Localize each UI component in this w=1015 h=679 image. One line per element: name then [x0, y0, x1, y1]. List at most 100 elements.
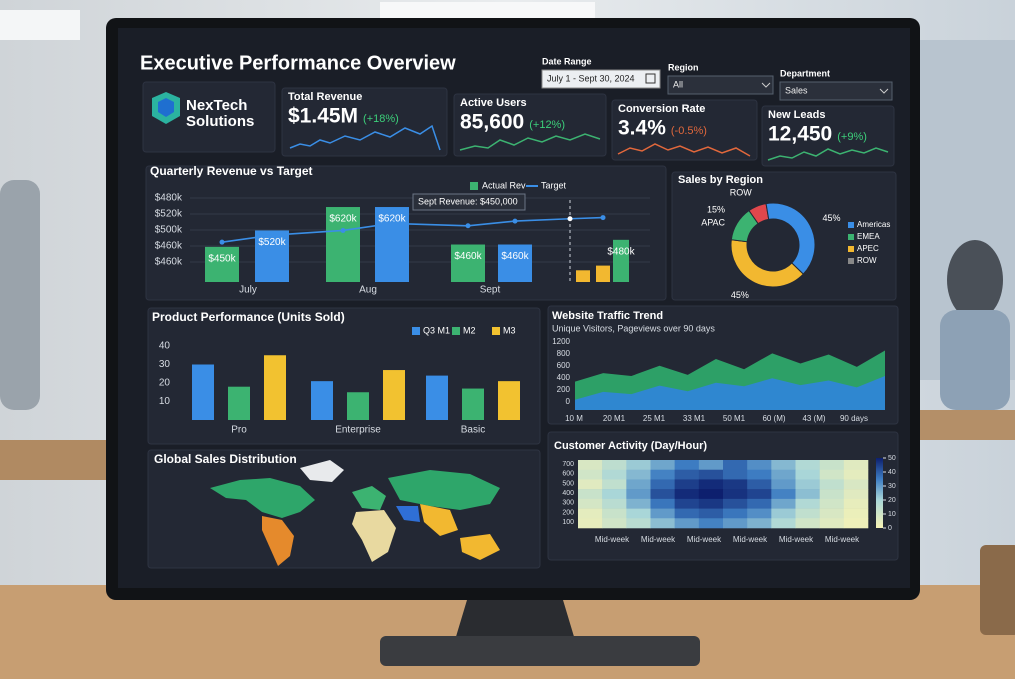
sparkline	[767, 147, 889, 161]
heat-cell	[578, 460, 603, 471]
person	[940, 310, 1010, 410]
brand-tagline: Solutions	[186, 113, 254, 130]
heat-cell	[723, 518, 748, 529]
heat-cell	[843, 469, 869, 480]
map-region	[460, 534, 500, 560]
y-tick-label: 10	[159, 396, 171, 407]
bar	[205, 246, 239, 282]
bar-value-label: $620k	[329, 214, 357, 225]
region-select[interactable]	[667, 75, 774, 95]
y-tick-label: 20	[159, 378, 171, 389]
bar-value-label: $460k	[454, 251, 482, 262]
y-tick-label: $460k	[155, 241, 183, 252]
heat-cell	[795, 508, 820, 519]
x-tick-label: Mid-week	[687, 535, 722, 544]
target-point	[340, 227, 346, 233]
heat-cell	[674, 489, 700, 500]
heat-cell	[723, 460, 748, 471]
heat-cell	[602, 508, 627, 519]
tooltip-box	[412, 193, 526, 211]
heat-cell	[578, 479, 603, 490]
legend-label: Americas	[857, 220, 890, 229]
filter-value: All	[673, 79, 683, 89]
bar-value-label: $460k	[501, 251, 529, 262]
legend-label: M2	[463, 325, 476, 335]
x-tick-label: 50 M1	[723, 414, 746, 423]
target-point	[269, 232, 275, 238]
bar	[498, 244, 532, 282]
x-tick-label: Mid-week	[595, 535, 630, 544]
y-tick-label: 40	[159, 341, 171, 352]
y-tick-label: $500k	[155, 225, 183, 236]
target-point	[389, 220, 395, 226]
heat-cell	[578, 508, 603, 519]
heat-cell	[626, 460, 651, 471]
x-tick-label: 60 (M)	[762, 414, 785, 423]
monitor-stand	[455, 590, 575, 640]
date-range-select[interactable]	[541, 69, 661, 89]
y-tick-label: 0	[566, 397, 571, 406]
heat-cell	[747, 489, 772, 500]
filter-value: Sales	[785, 85, 808, 95]
dropdown-arrow	[761, 82, 771, 88]
legend-label: Q3 M1	[423, 325, 450, 335]
y-tick-label: 600	[562, 471, 574, 478]
kpi-panel	[281, 87, 448, 157]
department-select[interactable]	[779, 81, 893, 101]
filter-label: Department	[780, 68, 830, 78]
heat-cell	[578, 489, 603, 500]
area	[575, 376, 885, 410]
x-tick-label: Mid-week	[733, 535, 768, 544]
heat-cell	[723, 498, 748, 509]
legend-label: APEC	[857, 244, 879, 253]
mug	[980, 545, 1015, 635]
heat-cell	[795, 460, 820, 471]
bar	[255, 230, 289, 282]
heat-cell	[771, 508, 796, 519]
heat-cell	[602, 460, 627, 471]
heat-cell	[698, 518, 724, 529]
heat-cell	[795, 479, 820, 490]
bar	[451, 244, 485, 282]
bar	[383, 370, 405, 420]
bar	[375, 207, 409, 282]
x-tick-label: Pro	[231, 425, 247, 436]
heat-cell	[674, 518, 700, 529]
heat-cell	[602, 479, 627, 490]
heat-cell	[771, 479, 796, 490]
heat-cell	[819, 498, 845, 509]
x-tick-label: Enterprise	[335, 425, 381, 436]
heat-cell	[747, 518, 772, 529]
legend-swatch	[452, 327, 460, 335]
legend-label: ROW	[857, 256, 877, 265]
region-panel	[671, 171, 897, 301]
heat-cell	[747, 469, 772, 480]
kpi-value: 12,450	[768, 123, 832, 146]
panel-title: Customer Activity (Day/Hour)	[554, 440, 707, 452]
target-point	[465, 223, 471, 229]
tooltip: Sept Revenue: $450,000	[418, 196, 518, 206]
bar	[228, 386, 250, 420]
kpi-label: Total Revenue	[288, 91, 362, 103]
bar	[426, 375, 448, 420]
kpi-panel	[453, 93, 607, 157]
heat-cell	[626, 489, 651, 500]
colorbar-label: 0	[888, 525, 892, 532]
x-tick-label: July	[239, 285, 257, 296]
panel-title: Product Performance (Units Sold)	[152, 310, 345, 324]
heat-cell	[723, 479, 748, 490]
heat-cell	[843, 460, 869, 471]
bar	[347, 392, 369, 420]
heat-cell	[698, 469, 724, 480]
kpi-change: (+12%)	[529, 119, 565, 131]
y-tick-label: 200	[562, 509, 574, 516]
filter-value: July 1 - Sept 30, 2024	[547, 73, 635, 83]
map-region	[300, 460, 344, 482]
colorbar-label: 30	[888, 483, 896, 490]
heat-cell	[626, 479, 651, 490]
person	[0, 180, 40, 410]
bar-value-label: $480k	[607, 246, 635, 257]
x-tick-label: Basic	[461, 425, 485, 436]
kpi-change: (-0.5%)	[671, 125, 707, 137]
y-tick-label: 300	[562, 500, 574, 507]
